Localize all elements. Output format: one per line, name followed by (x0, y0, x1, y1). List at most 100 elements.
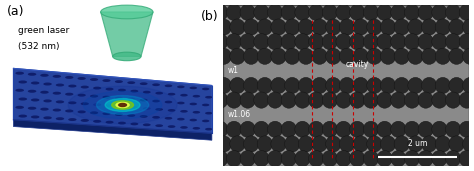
Ellipse shape (205, 96, 212, 98)
Ellipse shape (336, 4, 351, 21)
Ellipse shape (449, 48, 464, 64)
Ellipse shape (394, 77, 410, 94)
Ellipse shape (216, 48, 231, 64)
Ellipse shape (216, 136, 231, 152)
Ellipse shape (177, 102, 185, 104)
Ellipse shape (216, 77, 231, 94)
Ellipse shape (115, 113, 123, 116)
Ellipse shape (312, 48, 327, 64)
Ellipse shape (90, 111, 98, 114)
Ellipse shape (227, 4, 242, 21)
Ellipse shape (284, 136, 300, 152)
Ellipse shape (418, 121, 433, 137)
Ellipse shape (31, 82, 39, 84)
Ellipse shape (106, 88, 114, 90)
Ellipse shape (339, 19, 355, 35)
Ellipse shape (216, 19, 231, 35)
Ellipse shape (240, 121, 255, 137)
Ellipse shape (244, 136, 259, 152)
Ellipse shape (105, 98, 140, 111)
Ellipse shape (312, 19, 327, 35)
Ellipse shape (65, 76, 73, 79)
Ellipse shape (96, 96, 149, 114)
Ellipse shape (322, 121, 337, 137)
Ellipse shape (68, 86, 177, 124)
Text: (a): (a) (7, 5, 25, 18)
Ellipse shape (230, 136, 245, 152)
Ellipse shape (177, 118, 185, 121)
Ellipse shape (227, 92, 242, 108)
Ellipse shape (240, 4, 255, 21)
Ellipse shape (40, 108, 49, 111)
Ellipse shape (106, 104, 114, 107)
Text: w1.06: w1.06 (228, 110, 251, 119)
Ellipse shape (459, 121, 474, 137)
Ellipse shape (240, 92, 255, 108)
Ellipse shape (463, 19, 474, 35)
Ellipse shape (130, 106, 138, 109)
Ellipse shape (140, 82, 147, 85)
Ellipse shape (295, 150, 310, 167)
Ellipse shape (408, 136, 423, 152)
Ellipse shape (295, 4, 310, 21)
Ellipse shape (205, 128, 212, 130)
Ellipse shape (298, 77, 313, 94)
Ellipse shape (326, 136, 341, 152)
Polygon shape (100, 12, 153, 56)
Ellipse shape (254, 150, 269, 167)
Ellipse shape (254, 4, 269, 21)
Ellipse shape (177, 86, 185, 88)
Ellipse shape (408, 77, 423, 94)
Ellipse shape (140, 99, 147, 101)
Ellipse shape (435, 136, 450, 152)
Ellipse shape (267, 92, 283, 108)
Ellipse shape (421, 136, 437, 152)
Ellipse shape (284, 19, 300, 35)
Ellipse shape (463, 136, 474, 152)
Ellipse shape (353, 19, 368, 35)
Ellipse shape (298, 48, 313, 64)
Ellipse shape (322, 34, 337, 50)
Ellipse shape (230, 19, 245, 35)
Ellipse shape (394, 19, 410, 35)
Ellipse shape (271, 77, 286, 94)
Ellipse shape (394, 48, 410, 64)
Ellipse shape (31, 98, 39, 102)
Ellipse shape (446, 121, 461, 137)
Ellipse shape (295, 121, 310, 137)
Ellipse shape (322, 150, 337, 167)
Ellipse shape (78, 77, 86, 80)
Ellipse shape (56, 100, 64, 103)
Ellipse shape (432, 34, 447, 50)
Ellipse shape (446, 150, 461, 167)
Polygon shape (13, 120, 212, 140)
Ellipse shape (271, 136, 286, 152)
Ellipse shape (432, 121, 447, 137)
Ellipse shape (102, 112, 110, 115)
Ellipse shape (367, 48, 382, 64)
Ellipse shape (363, 34, 379, 50)
Ellipse shape (83, 91, 162, 119)
Ellipse shape (363, 150, 379, 167)
Ellipse shape (118, 122, 126, 124)
Text: 2 um: 2 um (408, 139, 427, 148)
Ellipse shape (446, 34, 461, 50)
Ellipse shape (78, 110, 86, 113)
Ellipse shape (404, 34, 419, 50)
Ellipse shape (102, 96, 110, 98)
Ellipse shape (339, 48, 355, 64)
Ellipse shape (267, 34, 283, 50)
Ellipse shape (102, 79, 110, 82)
Ellipse shape (363, 92, 379, 108)
Ellipse shape (213, 4, 228, 21)
Ellipse shape (244, 77, 259, 94)
Ellipse shape (446, 92, 461, 108)
Ellipse shape (418, 92, 433, 108)
Ellipse shape (404, 150, 419, 167)
Ellipse shape (28, 73, 36, 76)
Ellipse shape (143, 123, 151, 126)
Ellipse shape (326, 77, 341, 94)
Ellipse shape (377, 4, 392, 21)
Ellipse shape (322, 4, 337, 21)
Ellipse shape (312, 77, 327, 94)
